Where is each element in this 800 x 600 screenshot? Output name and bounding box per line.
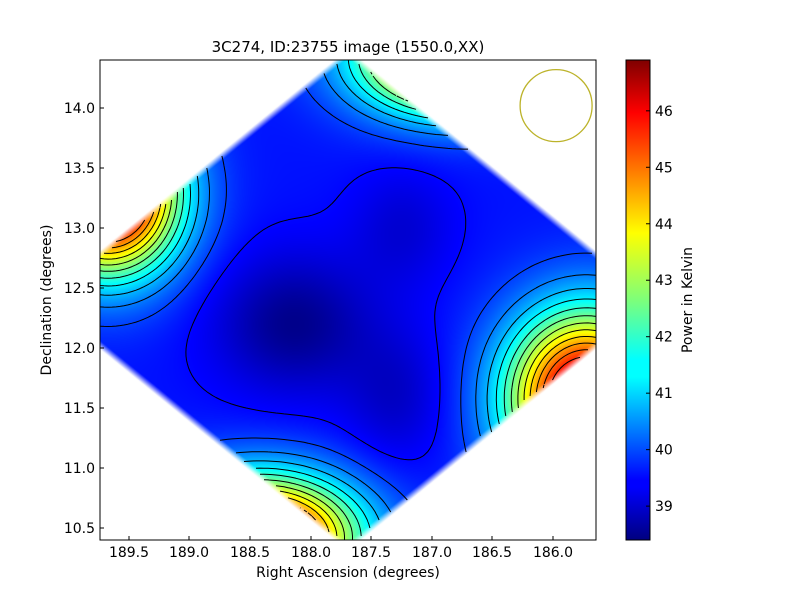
y-tick-label: 13.0 (64, 221, 95, 237)
y-tick-label: 11.5 (64, 401, 95, 417)
x-tick: 187.0 (412, 536, 452, 561)
x-tick-label: 186.0 (533, 545, 573, 561)
x-tick: 186.5 (472, 536, 512, 561)
y-tick-label: 13.5 (64, 161, 95, 177)
contour-line (552, 356, 581, 381)
contour-line (185, 167, 467, 461)
contour-line (100, 63, 596, 521)
x-tick: 188.0 (291, 536, 331, 561)
x-tick: 186.0 (533, 536, 573, 561)
contour-line (100, 203, 596, 537)
contour-line (100, 73, 596, 513)
y-tick-label: 14.0 (64, 101, 95, 117)
contour-line (100, 60, 596, 529)
contour-line (100, 63, 596, 537)
contour-line (100, 87, 593, 501)
colorbar-tick-label: 45 (655, 160, 673, 176)
y-tick-label: 11.0 (64, 461, 95, 477)
colorbar-gradient (625, 59, 651, 541)
y-tick: 13.5 (64, 161, 104, 177)
colorbar-tick-label: 42 (655, 330, 673, 346)
x-tick-label: 188.5 (230, 545, 270, 561)
y-tick-label: 12.0 (64, 341, 95, 357)
contour-line (100, 71, 596, 540)
chart-title: 3C274, ID:23755 image (1550.0,XX) (212, 38, 485, 56)
colorbar-label: Power in Kelvin (680, 247, 696, 353)
y-tick: 12.5 (64, 281, 104, 297)
colorbar-tick-label: 44 (655, 217, 673, 233)
x-tick: 188.5 (230, 536, 270, 561)
contour-line (100, 199, 596, 540)
x-axis-label: Right Ascension (degrees) (256, 565, 440, 581)
contour-line (103, 203, 596, 533)
x-tick: 189.0 (169, 536, 209, 561)
x-tick-label: 188.0 (291, 545, 331, 561)
colorbar-ticks: 39 40 41 42 43 44 45 46 (646, 104, 673, 515)
y-tick: 14.0 (64, 101, 104, 117)
y-tick: 13.0 (64, 221, 104, 237)
colorbar-tick-label: 40 (655, 443, 673, 459)
plot-area (99, 59, 597, 541)
y-tick-label: 12.5 (64, 281, 95, 297)
colorbar-tick-label: 39 (655, 499, 673, 515)
y-tick: 11.0 (64, 461, 104, 477)
colorbar-tick-label: 41 (655, 386, 673, 402)
colorbar-tick-label: 43 (655, 273, 673, 289)
beam-marker-circle (519, 68, 593, 143)
y-axis-label: Declination (degrees) (39, 225, 55, 376)
x-tick-label: 186.5 (472, 545, 512, 561)
colorbar-tick-label: 46 (655, 104, 673, 120)
plot-frame (99, 59, 597, 541)
y-axis: 10.5 11.0 11.5 12.0 12.5 13.0 13.5 14.0 (39, 101, 104, 537)
x-tick-label: 187.0 (412, 545, 452, 561)
x-tick: 189.5 (109, 536, 149, 561)
y-tick-label: 10.5 (64, 521, 95, 537)
x-axis: 189.5 189.0 188.5 188.0 187.5 187.0 186.… (109, 536, 573, 581)
contour-line (111, 211, 596, 521)
y-tick: 12.0 (64, 341, 104, 357)
colorbar: 39 40 41 42 43 44 45 46 Power in Kelvin (625, 59, 696, 541)
x-tick-label: 189.5 (109, 545, 149, 561)
y-tick: 11.5 (64, 401, 104, 417)
heatmap-image (100, 60, 596, 540)
y-tick: 10.5 (64, 521, 104, 537)
contour-line (115, 219, 588, 389)
x-tick-label: 187.5 (351, 545, 391, 561)
contour-lines (100, 60, 596, 540)
x-tick: 187.5 (351, 536, 391, 561)
x-tick-label: 189.0 (169, 545, 209, 561)
